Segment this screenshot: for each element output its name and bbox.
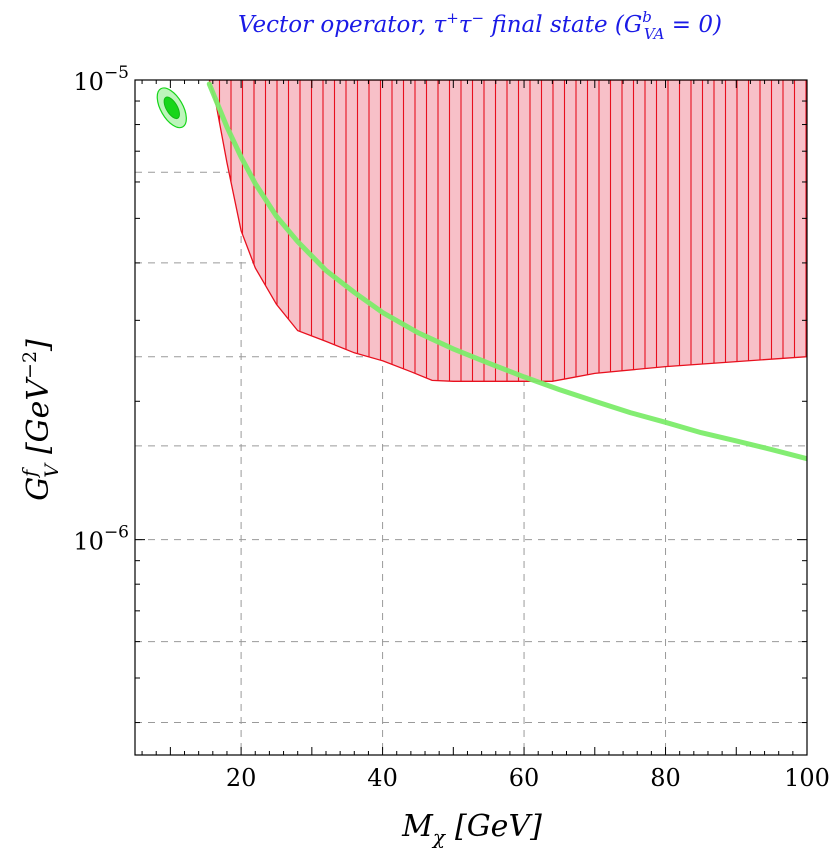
y-tick-label: 10−6	[73, 523, 129, 556]
x-tick-label: 60	[509, 764, 540, 792]
x-tick-label: 40	[367, 764, 398, 792]
x-axis-label: Mχ [GeV]	[401, 809, 542, 849]
x-tick-label: 20	[226, 764, 257, 792]
fit-contour	[156, 87, 187, 129]
x-tick-label: 80	[650, 764, 681, 792]
x-tick-labels: 20 40 60 80 100	[226, 764, 830, 792]
plot-frame	[134, 79, 808, 756]
green-curve	[206, 81, 807, 462]
excluded-region-hatch	[218, 80, 807, 382]
x-tick-label: 100	[784, 764, 830, 792]
excluded-region-fill	[209, 80, 807, 382]
y-tick-label: 10−5	[73, 63, 129, 96]
axis-ticks	[135, 79, 808, 755]
contour-inner	[163, 96, 180, 120]
y-axis-label: GfV[GeV−2]	[19, 339, 63, 501]
excluded-region-boundary	[208, 80, 807, 382]
y-tick-labels: 10−5 10−6	[73, 63, 129, 556]
chart-title: Vector operator, τ+τ− final state (Gb VA …	[238, 8, 722, 43]
